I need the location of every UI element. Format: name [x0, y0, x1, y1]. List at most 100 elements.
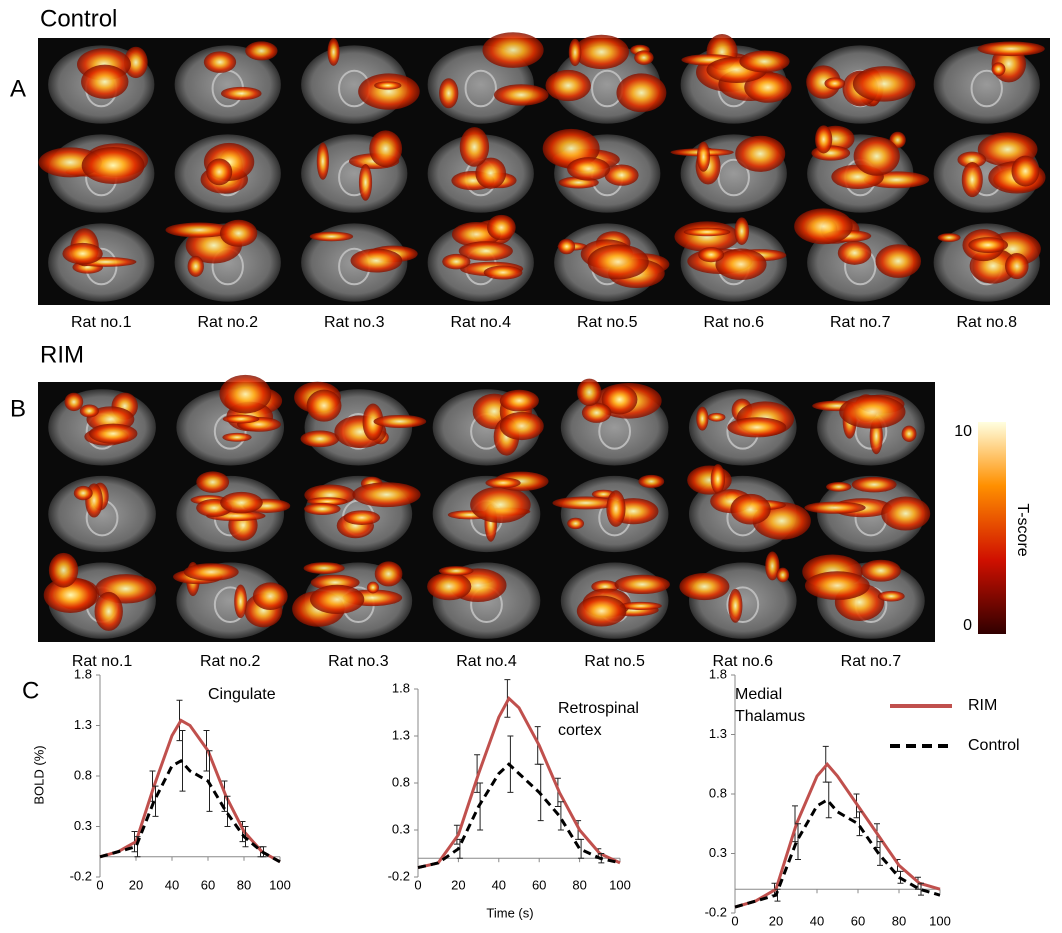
activation-blob: [545, 70, 590, 101]
activation-blob: [484, 266, 523, 280]
x-tick-label: 40: [810, 913, 824, 928]
activation-blob: [838, 241, 872, 265]
activation-blob: [222, 433, 251, 442]
x-tick-label: 0: [96, 877, 103, 892]
rat-label: Rat no.7: [830, 314, 891, 331]
activation-blob: [902, 426, 917, 442]
activation-blob: [577, 379, 601, 406]
x-tick-label: 60: [851, 913, 865, 928]
activation-blob: [310, 585, 364, 614]
error-bar: [857, 812, 863, 836]
y-axis-label: BOLD (%): [31, 745, 46, 804]
activation-blob: [875, 244, 921, 278]
chart-annotation: Thalamus: [735, 708, 805, 725]
y-tick-label: -0.2: [705, 904, 727, 919]
figure: Control A RIM B C 10 0 T-score BOLD (%) …: [0, 0, 1062, 928]
chart-annotation: Cingulate: [208, 686, 276, 703]
y-tick-label: 1.3: [392, 727, 410, 742]
colorbar-min: 0: [963, 617, 972, 634]
activation-blob: [358, 73, 420, 109]
activation-blob: [616, 73, 666, 112]
activation-blob: [679, 573, 729, 600]
activation-blob: [558, 239, 575, 255]
y-tick-label: 1.8: [709, 666, 727, 681]
legend-label: RIM: [968, 697, 997, 714]
activation-blob: [374, 81, 401, 89]
activation-blob: [839, 395, 905, 429]
rat-label: Rat no.3: [328, 653, 389, 670]
y-tick-label: -0.2: [388, 868, 410, 883]
activation-blob: [359, 164, 372, 201]
activation-blob: [500, 412, 544, 440]
y-tick-label: -0.2: [70, 868, 92, 883]
y-tick-label: 0.3: [74, 818, 92, 833]
x-tick-label: 80: [237, 877, 251, 892]
panel-letter: C: [22, 677, 39, 704]
activation-blob: [727, 417, 786, 437]
activation-blob: [221, 87, 262, 100]
activation-blob: [674, 221, 739, 251]
x-tick-label: 20: [451, 877, 465, 892]
activation-blob: [374, 415, 427, 428]
activation-blob: [794, 208, 853, 244]
activation-blob: [852, 477, 897, 493]
activation-blob: [206, 159, 232, 186]
data-line: [418, 764, 620, 867]
activation-blob: [861, 560, 901, 582]
activation-blob: [80, 405, 99, 418]
colorbar-max: 10: [954, 423, 972, 440]
rat-label: Rat no.7: [841, 653, 902, 670]
x-axis-label: Time (s): [486, 905, 533, 920]
activation-blob: [938, 233, 961, 242]
data-line: [100, 720, 280, 861]
panel-title: RIM: [40, 341, 84, 368]
rat-label: Rat no.1: [71, 314, 132, 331]
error-bar: [826, 782, 832, 818]
activation-blob: [375, 561, 403, 586]
activation-blob: [582, 403, 611, 423]
x-tick-label: 80: [572, 877, 586, 892]
activation-blob: [307, 390, 342, 422]
x-tick-label: 40: [165, 877, 179, 892]
activation-blob: [310, 232, 353, 242]
activation-blob: [369, 130, 402, 167]
activation-blob: [992, 62, 1006, 76]
x-tick-label: 20: [769, 913, 783, 928]
activation-blob: [739, 51, 789, 73]
activation-blob: [245, 41, 277, 60]
activation-blob: [65, 393, 84, 411]
activation-blob: [978, 42, 1045, 57]
activation-blob: [196, 471, 229, 492]
activation-blob: [317, 143, 329, 180]
activation-blob: [89, 424, 137, 444]
y-tick-label: 0.8: [392, 774, 410, 789]
activation-blob: [439, 78, 458, 108]
activation-blob: [804, 502, 865, 514]
activation-blob: [881, 497, 930, 531]
activation-blob: [615, 575, 670, 594]
x-tick-label: 60: [201, 877, 215, 892]
y-tick-label: 0.8: [74, 767, 92, 782]
activation-blob: [735, 136, 785, 172]
y-tick-label: 0.3: [709, 845, 727, 860]
activation-blob: [728, 589, 742, 623]
activation-blob: [188, 256, 204, 277]
activation-blob: [588, 244, 649, 279]
activation-blob: [500, 390, 539, 412]
activation-blob: [184, 563, 239, 581]
y-tick-label: 1.3: [709, 726, 727, 741]
x-tick-label: 60: [532, 877, 546, 892]
x-tick-label: 0: [731, 913, 738, 928]
activation-blob: [304, 562, 345, 574]
activation-blob: [487, 215, 516, 240]
activation-blob: [697, 142, 710, 172]
activation-blob: [735, 217, 750, 245]
activation-blob: [439, 566, 474, 575]
activation-blob: [606, 490, 625, 527]
colorbar: [978, 422, 1006, 634]
activation-blob: [1005, 253, 1029, 279]
activation-blob: [95, 592, 123, 631]
activation-blob: [82, 147, 145, 184]
activation-blob: [470, 486, 531, 523]
activation-blob: [62, 243, 102, 265]
